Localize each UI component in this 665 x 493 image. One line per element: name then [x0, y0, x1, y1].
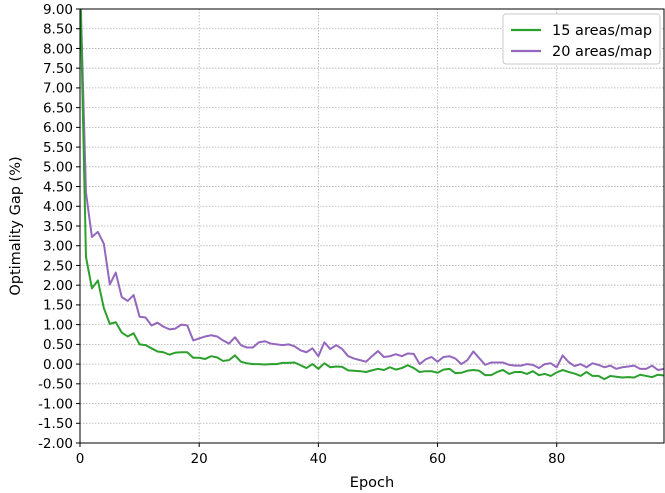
y-tick-label: 3.50 — [43, 219, 73, 235]
y-tick-label: 0.50 — [43, 337, 73, 353]
legend-label-15-areas: 15 areas/map — [552, 23, 652, 39]
y-tick-label: 3.00 — [43, 239, 73, 255]
y-axis-label: Optimality Gap (%) — [8, 156, 24, 295]
y-tick-label: -1.50 — [38, 416, 73, 432]
y-tick-label: 1.50 — [43, 298, 73, 314]
legend-box — [502, 13, 661, 65]
y-tick-label: 6.00 — [43, 120, 73, 136]
grid-lines — [80, 8, 664, 444]
x-tick-label: 20 — [191, 451, 208, 467]
y-tick-label: 2.00 — [43, 278, 73, 294]
y-tick-label: 4.00 — [43, 199, 73, 215]
y-tick-label: -2.00 — [38, 436, 73, 452]
x-axis-label: Epoch — [350, 475, 394, 491]
y-tick-label: -1.00 — [38, 396, 73, 412]
legend: 15 areas/map 20 areas/map — [502, 13, 661, 65]
y-tick-label: 4.50 — [43, 179, 73, 195]
y-tick-label: 8.00 — [43, 41, 73, 57]
x-axis-ticks: 0 20 40 60 80 — [76, 443, 565, 467]
y-axis-ticks: -2.00 -1.50 -1.00 -0.50 0.00 0.50 1.00 1.50 2.00… — [38, 2, 80, 452]
y-tick-label: 8.50 — [43, 22, 73, 38]
y-tick-label: 5.00 — [43, 160, 73, 176]
x-tick-label: 80 — [548, 451, 565, 467]
x-tick-label: 0 — [76, 451, 85, 467]
y-tick-label: 7.00 — [43, 81, 73, 97]
series-lines — [80, 9, 664, 381]
y-tick-label: 6.50 — [43, 100, 73, 116]
y-tick-label: 7.50 — [43, 61, 73, 77]
legend-label-20-areas: 20 areas/map — [552, 44, 652, 60]
series-line-15-areas — [80, 9, 664, 381]
y-tick-label: 5.50 — [43, 140, 73, 156]
y-tick-label: 0.00 — [43, 357, 73, 373]
y-tick-label: 2.50 — [43, 258, 73, 274]
y-tick-label: 1.00 — [43, 317, 73, 333]
series-line-20-areas — [80, 9, 664, 372]
y-tick-label: -0.50 — [38, 377, 73, 393]
x-tick-label: 60 — [429, 451, 446, 467]
x-tick-label: 40 — [310, 451, 327, 467]
y-tick-label: 9.00 — [43, 2, 73, 18]
